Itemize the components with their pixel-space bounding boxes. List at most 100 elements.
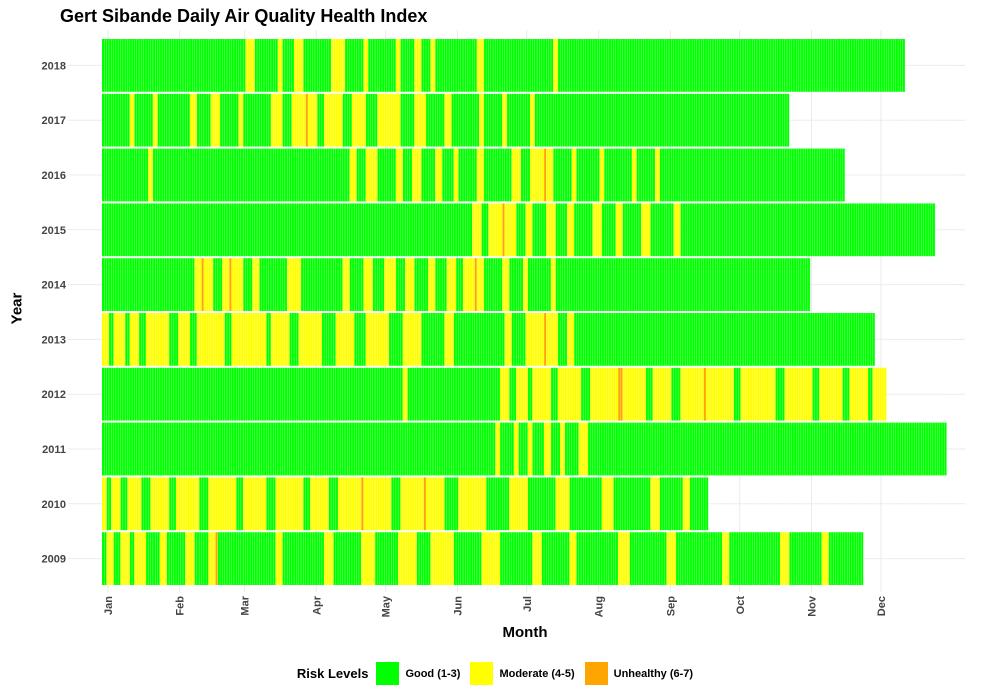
heatmap-segment-2010-good xyxy=(303,477,311,531)
heatmap-segment-2010-good xyxy=(169,477,177,531)
x-tick-label: Apr xyxy=(311,595,323,615)
x-tick-label: Mar xyxy=(240,595,252,615)
legend-swatch-unhealthy xyxy=(584,662,608,685)
heatmap-segment-2012-moderate xyxy=(740,367,776,421)
heatmap-segment-2010-good xyxy=(236,477,244,531)
heatmap-segment-2009-moderate xyxy=(722,532,730,585)
heatmap-segment-2010-moderate xyxy=(601,477,614,531)
heatmap-segment-2009-moderate xyxy=(134,532,146,585)
heatmap-segment-2012-good xyxy=(733,367,741,421)
heatmap-segment-2010-unhealthy xyxy=(423,477,426,531)
heatmap-segment-2014-unhealthy xyxy=(229,258,232,311)
legend-title: Risk Levels xyxy=(296,666,369,681)
y-tick-label: 2014 xyxy=(42,280,67,292)
heatmap-segment-2013-good xyxy=(354,313,366,366)
heatmap-segment-2017-good xyxy=(365,93,378,147)
heatmap-segment-2013-moderate xyxy=(504,313,512,366)
heatmap-segment-2010-moderate xyxy=(682,477,690,531)
legend-label-moderate: Moderate (4-5) xyxy=(499,667,575,680)
x-tick-label: Sep xyxy=(665,596,677,616)
heatmap-segment-2018-moderate xyxy=(414,39,422,92)
heatmap-segment-2016-good xyxy=(152,148,350,202)
heatmap-segment-2013-moderate xyxy=(113,313,126,366)
heatmap-segment-2013-moderate xyxy=(178,313,190,366)
x-tick-label: Jun xyxy=(452,596,464,616)
heatmap-segment-2013-moderate xyxy=(567,313,575,366)
heatmap-segment-2016-moderate xyxy=(365,148,378,202)
legend-swatch-good xyxy=(376,662,400,685)
heatmap-segment-2014-moderate xyxy=(476,258,484,311)
x-tick-label: Jan xyxy=(103,596,115,615)
y-tick-label: 2009 xyxy=(42,554,66,566)
heatmap-segment-2016-moderate xyxy=(395,148,403,202)
heatmap-segment-2014-good xyxy=(456,258,464,311)
heatmap-segment-2018-good xyxy=(282,39,295,92)
heatmap-segment-2013-unhealthy xyxy=(544,313,547,366)
y-tick-labels: 2018 2017 2016 2015 2014 2013 2012 2011 2010 2009 xyxy=(42,60,67,565)
legend-item-moderate: Moderate (4-5) xyxy=(470,662,575,685)
heatmap-segment-2015-moderate xyxy=(504,203,517,257)
y-tick-label: 2016 xyxy=(42,170,66,182)
heatmap-segment-2009-unhealthy xyxy=(215,532,218,585)
heatmap-segment-2009-moderate xyxy=(159,532,167,585)
heatmap-segment-2016-good xyxy=(442,148,454,202)
x-tick-label: Dec xyxy=(876,596,888,616)
legend-item-good: Good (1-3) xyxy=(376,662,460,685)
heatmap-segment-2013-good xyxy=(224,313,232,366)
heatmap-segment-2017-good xyxy=(317,93,325,147)
heatmap-segment-2016-moderate xyxy=(476,148,484,202)
heatmap-segment-2014-moderate xyxy=(252,258,260,311)
heatmap-segment-2009-moderate xyxy=(275,532,283,585)
heatmap-segment-2014-good xyxy=(435,258,447,311)
heatmap-segment-2015-good xyxy=(481,203,489,257)
x-tick-label: Feb xyxy=(175,596,187,616)
heatmap-segment-2013-moderate xyxy=(102,313,109,366)
heatmap-segment-2009-good xyxy=(113,532,121,585)
x-axis-label: Month xyxy=(502,624,548,641)
heatmap-segment-2009-moderate xyxy=(208,532,216,585)
heatmap-segment-2010-good xyxy=(120,477,128,531)
x-tick-label: Jul xyxy=(522,596,534,612)
heatmap-segment-2009-moderate xyxy=(821,532,829,585)
y-tick-label: 2015 xyxy=(42,225,66,237)
heatmap-segment-2012-good xyxy=(550,367,558,421)
heatmap-segment-2012-good xyxy=(842,367,850,421)
legend: Risk Levels Good (1-3) Moderate (4-5) Un… xyxy=(0,662,1000,685)
heatmap-segment-2014-moderate xyxy=(384,258,396,311)
heatmap-segment-2016-moderate xyxy=(435,148,443,202)
y-tick-label: 2011 xyxy=(42,444,66,456)
heatmap-segment-2012-good xyxy=(509,367,517,421)
heatmap-segment-2015-moderate xyxy=(525,203,533,257)
heatmap-segment-2009-good xyxy=(217,532,276,585)
heatmap-segment-2014-moderate xyxy=(222,258,230,311)
y-tick-label: 2013 xyxy=(42,334,66,346)
heatmap-segment-2009-good xyxy=(828,532,864,585)
heatmap-segment-2009-moderate xyxy=(618,532,630,585)
heatmap-segment-2014-moderate xyxy=(502,258,510,311)
x-tick-label: Aug xyxy=(594,596,606,617)
heatmap-segment-2017-unhealthy xyxy=(305,93,308,147)
heatmap-segment-2012-good xyxy=(812,367,820,421)
heatmap-segment-2016-moderate xyxy=(349,148,357,202)
x-tick-labels: Jan Feb Mar Apr May Jun Jul Aug Sep Oct Nov Dec xyxy=(103,595,888,617)
y-tick-label: 2017 xyxy=(42,115,66,127)
heatmap-segment-2009-moderate xyxy=(569,532,577,585)
heatmap-segment-2011-good xyxy=(587,422,947,476)
x-tick-label: May xyxy=(381,595,393,617)
heatmap-segment-2013-moderate xyxy=(231,313,267,366)
legend-item-unhealthy: Unhealthy (6-7) xyxy=(584,662,693,685)
heatmap-segment-2017-moderate xyxy=(189,93,197,147)
heatmap-segment-2015-unhealthy xyxy=(502,203,505,257)
heatmap-segment-2012-good xyxy=(645,367,653,421)
heatmap-segment-2014-good xyxy=(372,258,385,311)
heatmap-segment-2014-moderate xyxy=(463,258,475,311)
heatmap-segment-2014-moderate xyxy=(342,258,350,311)
heatmap-segment-2015-moderate xyxy=(673,203,681,257)
y-axis-label: Year xyxy=(8,292,26,325)
heatmap-segment-2016-unhealthy xyxy=(544,148,547,202)
legend-swatch-moderate xyxy=(470,662,494,685)
heatmap-segment-2009-moderate xyxy=(106,532,114,585)
heatmap-segment-2013-good xyxy=(189,313,197,366)
heatmap-segment-2012-moderate xyxy=(516,367,528,421)
